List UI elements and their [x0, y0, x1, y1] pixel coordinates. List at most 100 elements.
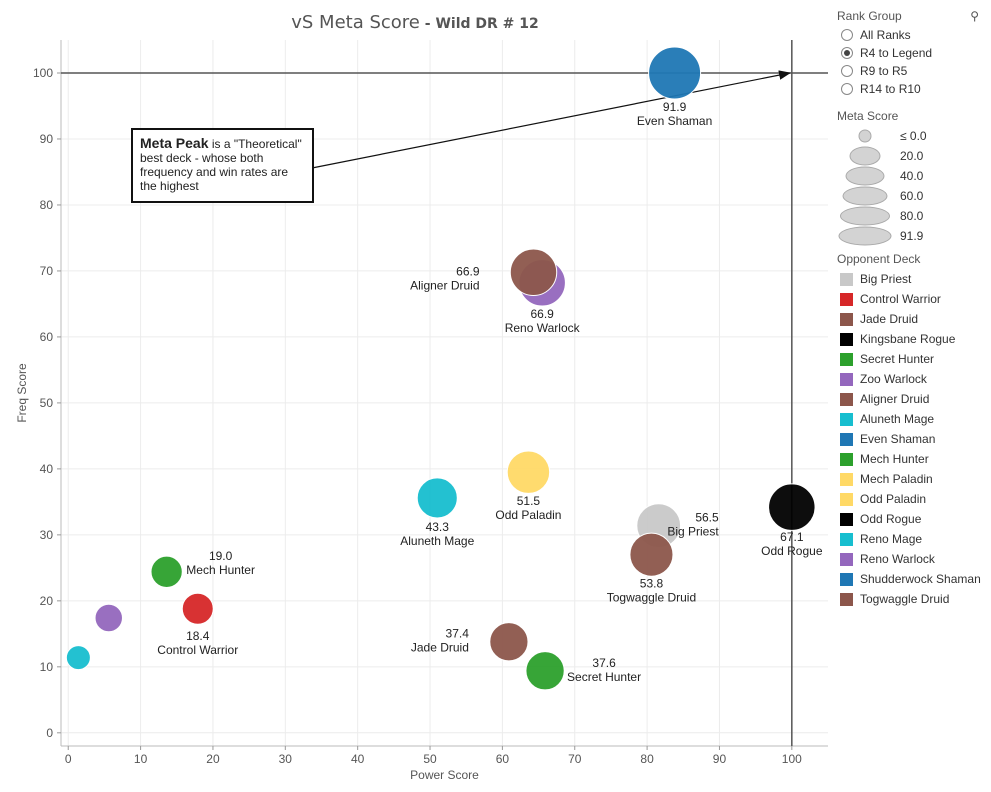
rank-option-label: R4 to Legend [860, 46, 933, 60]
rank-option-r14-to-r10[interactable]: R14 to R10 [837, 80, 987, 98]
search-icon[interactable]: ⚲ [970, 9, 979, 23]
size-circle-icon [842, 186, 888, 206]
radio-icon[interactable] [841, 65, 853, 77]
y-tick-label: 100 [33, 66, 53, 80]
bubble-togwaggle-druid [629, 532, 674, 577]
x-tick-label: 50 [423, 752, 437, 766]
y-tick-label: 50 [40, 396, 54, 410]
deck-legend-label: Odd Rogue [860, 512, 922, 526]
bubble-value-label: 53.8 [640, 577, 664, 591]
deck-legend-item[interactable]: Togwaggle Druid [837, 589, 987, 609]
rank-option-label: R9 to R5 [860, 64, 908, 78]
deck-legend-label: Jade Druid [860, 312, 919, 326]
deck-legend-item[interactable]: Reno Mage [837, 529, 987, 549]
deck-legend-label: Mech Paladin [860, 472, 933, 486]
size-legend-label: 60.0 [900, 189, 924, 203]
deck-legend-item[interactable]: Aluneth Mage [837, 409, 987, 429]
deck-legend-label: Odd Paladin [860, 492, 927, 506]
bubble-aligner-druid [509, 248, 558, 296]
bubble-value-label: 51.5 [517, 494, 541, 508]
deck-legend-item[interactable]: Kingsbane Rogue [837, 329, 987, 349]
deck-legend-item[interactable]: Zoo Warlock [837, 369, 987, 389]
deck-legend-item[interactable]: Mech Hunter [837, 449, 987, 469]
deck-legend-label: Aluneth Mage [860, 412, 935, 426]
deck-legend-item[interactable]: Odd Paladin [837, 489, 987, 509]
rank-option-r9-to-r5[interactable]: R9 to R5 [837, 62, 987, 80]
deck-legend-item[interactable]: Even Shaman [837, 429, 987, 449]
rank-option-all-ranks[interactable]: All Ranks [837, 26, 987, 44]
size-legend-item: 40.0 [837, 166, 987, 186]
color-swatch-icon [840, 512, 853, 526]
color-swatch-icon [840, 392, 853, 406]
opponent-deck-title: Opponent Deck [837, 252, 921, 266]
radio-icon[interactable] [841, 83, 853, 95]
deck-legend-item[interactable]: Secret Hunter [837, 349, 987, 369]
chart-title: vS Meta Score - Wild DR # 12 [0, 12, 830, 33]
y-tick-label: 60 [40, 330, 54, 344]
deck-legend-item[interactable]: Big Priest [837, 269, 987, 289]
color-swatch-icon [840, 312, 853, 326]
bubble-mech-hunter [150, 555, 183, 588]
deck-legend-item[interactable]: Shudderwock Shaman [837, 569, 987, 589]
color-swatch-icon [840, 592, 853, 606]
size-legend-item: 91.9 [837, 226, 987, 246]
deck-legend-item[interactable]: Mech Paladin [837, 469, 987, 489]
radio-selected-icon[interactable] [841, 47, 853, 59]
rank-option-r4-to-legend[interactable]: R4 to Legend [837, 44, 987, 62]
bubble-value-label: 91.9 [663, 100, 687, 114]
color-swatch-icon [840, 432, 853, 446]
deck-legend-label: Zoo Warlock [860, 372, 927, 386]
x-tick-label: 100 [782, 752, 802, 766]
bubble-odd-rogue [768, 483, 816, 531]
meta-peak-annotation: Meta Peak is a "Theoretical" best deck -… [131, 128, 314, 203]
bubble-deck-label: Mech Hunter [186, 563, 255, 577]
color-swatch-icon [840, 552, 853, 566]
deck-legend-item[interactable]: Reno Warlock [837, 549, 987, 569]
deck-legend-item[interactable]: Aligner Druid [837, 389, 987, 409]
bubble-control-warrior [181, 592, 214, 625]
y-tick-label: 70 [40, 264, 54, 278]
color-swatch-icon [840, 332, 853, 346]
x-tick-label: 20 [206, 752, 220, 766]
size-circle-icon [840, 206, 890, 226]
deck-legend-label: Secret Hunter [860, 352, 935, 366]
size-legend-item: 80.0 [837, 206, 987, 226]
color-swatch-icon [840, 532, 853, 546]
x-tick-label: 40 [351, 752, 365, 766]
bubble-deck-label: Secret Hunter [567, 670, 641, 684]
size-circle-icon [838, 226, 892, 246]
bubble-value-label: 56.5 [695, 511, 719, 525]
deck-legend-item[interactable]: Jade Druid [837, 309, 987, 329]
color-swatch-icon [840, 352, 853, 366]
size-legend-label: ≤ 0.0 [900, 129, 927, 143]
radio-icon[interactable] [841, 29, 853, 41]
x-tick-label: 80 [640, 752, 654, 766]
deck-legend-label: Togwaggle Druid [860, 592, 950, 606]
deck-legend-item[interactable]: Odd Rogue [837, 509, 987, 529]
size-legend-item: 20.0 [837, 146, 987, 166]
size-legend-label: 20.0 [900, 149, 924, 163]
meta-score-title: Meta Score [837, 109, 899, 123]
size-circle-icon [849, 146, 881, 166]
annotation-arrow [311, 70, 791, 169]
deck-legend-label: Big Priest [860, 272, 912, 286]
bubble-value-label: 19.0 [209, 549, 233, 563]
bubble-deck-label: Even Shaman [637, 114, 712, 128]
bubble-deck-label: Jade Druid [411, 641, 469, 655]
bubble-reno-mage [65, 645, 91, 671]
bubble-deck-label: Control Warrior [157, 643, 238, 657]
rank-option-label: All Ranks [860, 28, 911, 42]
bubble-deck-label: Aluneth Mage [400, 534, 474, 548]
y-tick-label: 20 [40, 594, 54, 608]
rank-group-header: Rank Group ⚲ [837, 9, 987, 23]
size-circle-icon [845, 166, 885, 186]
deck-legend-item[interactable]: Control Warrior [837, 289, 987, 309]
size-circle-icon [858, 129, 872, 143]
y-tick-label: 30 [40, 528, 54, 542]
y-tick-label: 0 [46, 726, 53, 740]
bubble-value-label: 67.1 [780, 530, 804, 544]
chart-title-main: vS Meta Score [291, 12, 420, 33]
bubble-deck-label: Odd Paladin [495, 508, 561, 522]
x-tick-label: 10 [134, 752, 148, 766]
